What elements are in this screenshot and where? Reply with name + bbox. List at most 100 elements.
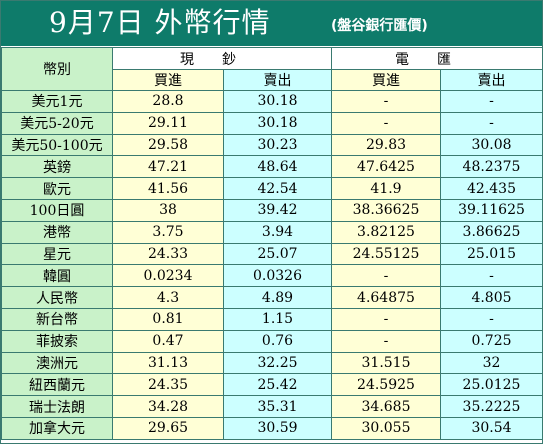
currency-cell: 韓圓: [1, 264, 113, 288]
currency-cell: 瑞士法朗: [1, 395, 113, 418]
currency-cell: 美元1元: [1, 90, 113, 113]
header-row-groups: 幣別 現鈔 電匯: [1, 47, 543, 91]
cash-buy-cell: 0.47: [112, 329, 224, 353]
tt-sell-cell: 4.805: [440, 286, 543, 309]
cash-buy-cell: 29.65: [112, 416, 224, 440]
currency-cell: 菲披索: [1, 329, 113, 353]
cash-sell-cell: 0.76: [223, 329, 332, 353]
cash-sell-cell: 1.15: [223, 307, 332, 331]
tt-sell-cell: -: [440, 307, 543, 331]
tt-buy-cell: 4.64875: [331, 286, 441, 309]
tt-buy-cell: -: [331, 264, 441, 288]
cash-sell-header: 賣出: [223, 69, 332, 91]
cash-buy-cell: 0.0234: [112, 264, 224, 288]
tt-sell-cell: 25.0125: [440, 373, 543, 397]
cash-sell-cell: 30.23: [223, 133, 332, 157]
table-row: 美元50-100元 29.58 30.23 29.83 30.08: [1, 133, 543, 157]
table-row: 澳洲元 31.13 32.25 31.515 32: [1, 351, 543, 375]
tt-sell-cell: 48.2375: [440, 155, 543, 179]
cash-sell-cell: 48.64: [223, 155, 332, 179]
source-label: (盤谷銀行匯價): [331, 18, 428, 34]
cash-sell-cell: 0.0326: [223, 264, 332, 288]
tt-sell-cell: 30.54: [440, 416, 543, 440]
tt-buy-cell: 41.9: [331, 177, 441, 200]
cash-sell-cell: 32.25: [223, 351, 332, 375]
cash-sell-cell: 42.54: [223, 177, 332, 200]
tt-buy-cell: 30.055: [331, 416, 441, 440]
table-row: 加拿大元 29.65 30.59 30.055 30.54: [1, 416, 543, 440]
tt-group-header: 電匯: [331, 47, 543, 70]
tt-buy-cell: 3.82125: [331, 220, 441, 244]
tt-buy-cell: 29.83: [331, 133, 441, 157]
tt-sell-cell: 35.2225: [440, 395, 543, 418]
tt-buy-cell: -: [331, 90, 441, 113]
tt-sell-cell: 42.435: [440, 177, 543, 200]
table-row: 美元5-20元 29.11 30.18 - -: [1, 111, 543, 135]
cash-buy-cell: 34.28: [112, 395, 224, 418]
table-row: 英鎊 47.21 48.64 47.6425 48.2375: [1, 155, 543, 179]
rate-rows: 美元1元 28.8 30.18 - - 美元5-20元 29.11 30.18 …: [1, 90, 543, 440]
cash-buy-cell: 24.35: [112, 373, 224, 397]
tt-buy-cell: 24.5925: [331, 373, 441, 397]
currency-column-header: 幣別: [1, 47, 113, 91]
tt-buy-header: 買進: [331, 69, 441, 91]
currency-cell: 加拿大元: [1, 416, 113, 440]
cash-buy-cell: 41.56: [112, 177, 224, 200]
currency-cell: 歐元: [1, 177, 113, 200]
tt-buy-cell: -: [331, 111, 441, 135]
tt-sell-cell: -: [440, 264, 543, 288]
title-bar: 9月7日 外幣行情 (盤谷銀行匯價): [1, 1, 542, 46]
table-row: 歐元 41.56 42.54 41.9 42.435: [1, 177, 543, 200]
tt-sell-cell: 32: [440, 351, 543, 375]
tt-sell-cell: -: [440, 90, 543, 113]
currency-cell: 人民幣: [1, 286, 113, 309]
cash-buy-cell: 24.33: [112, 242, 224, 266]
tt-sell-cell: 25.015: [440, 242, 543, 266]
exchange-rate-table: 幣別 現鈔 電匯 買進 賣出 買進 賣出 美元1元 28.8 30.18 - -…: [1, 47, 543, 440]
table-row: 紐西蘭元 24.35 25.42 24.5925 25.0125: [1, 373, 543, 397]
table-row: 100日圓 38 39.42 38.36625 39.11625: [1, 198, 543, 222]
table-row: 人民幣 4.3 4.89 4.64875 4.805: [1, 286, 543, 309]
currency-cell: 港幣: [1, 220, 113, 244]
tt-sell-header: 賣出: [440, 69, 543, 91]
cash-group-header: 現鈔: [112, 47, 332, 70]
currency-cell: 新台幣: [1, 307, 113, 331]
currency-cell: 紐西蘭元: [1, 373, 113, 397]
table-row: 美元1元 28.8 30.18 - -: [1, 90, 543, 113]
cash-buy-cell: 31.13: [112, 351, 224, 375]
currency-cell: 100日圓: [1, 198, 113, 222]
cash-buy-cell: 0.81: [112, 307, 224, 331]
tt-sell-cell: 30.08: [440, 133, 543, 157]
currency-cell: 美元50-100元: [1, 133, 113, 157]
tt-buy-cell: 47.6425: [331, 155, 441, 179]
tt-buy-cell: 38.36625: [331, 198, 441, 222]
cash-buy-cell: 38: [112, 198, 224, 222]
table-row: 韓圓 0.0234 0.0326 - -: [1, 264, 543, 288]
cash-buy-header: 買進: [112, 69, 224, 91]
cash-sell-cell: 25.07: [223, 242, 332, 266]
cash-sell-cell: 4.89: [223, 286, 332, 309]
tt-buy-cell: 24.55125: [331, 242, 441, 266]
cash-buy-cell: 29.58: [112, 133, 224, 157]
currency-cell: 澳洲元: [1, 351, 113, 375]
tt-sell-cell: 0.725: [440, 329, 543, 353]
cash-buy-cell: 47.21: [112, 155, 224, 179]
tt-buy-cell: 31.515: [331, 351, 441, 375]
cash-buy-cell: 3.75: [112, 220, 224, 244]
table-row: 港幣 3.75 3.94 3.82125 3.86625: [1, 220, 543, 244]
table-row: 瑞士法朗 34.28 35.31 34.685 35.2225: [1, 395, 543, 418]
table-row: 新台幣 0.81 1.15 - -: [1, 307, 543, 331]
cash-buy-cell: 28.8: [112, 90, 224, 113]
cash-sell-cell: 35.31: [223, 395, 332, 418]
tt-sell-cell: -: [440, 111, 543, 135]
cash-buy-cell: 29.11: [112, 111, 224, 135]
cash-sell-cell: 30.18: [223, 90, 332, 113]
table-row: 星元 24.33 25.07 24.55125 25.015: [1, 242, 543, 266]
cash-sell-cell: 39.42: [223, 198, 332, 222]
cash-buy-cell: 4.3: [112, 286, 224, 309]
tt-sell-cell: 3.86625: [440, 220, 543, 244]
cash-sell-cell: 3.94: [223, 220, 332, 244]
cash-sell-cell: 30.18: [223, 111, 332, 135]
tt-buy-cell: -: [331, 329, 441, 353]
